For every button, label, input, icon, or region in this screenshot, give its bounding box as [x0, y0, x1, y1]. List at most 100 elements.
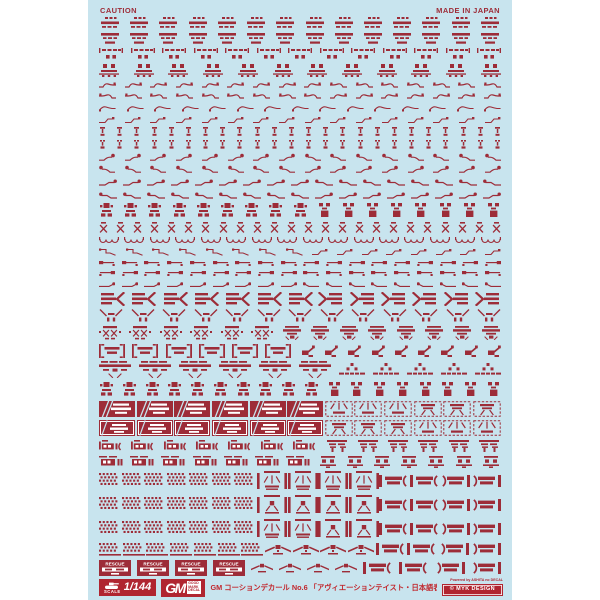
tailA-decal [167, 282, 184, 288]
wposts-decal [225, 309, 249, 322]
flagB-decal [122, 271, 138, 277]
bracketSq-decal [162, 48, 186, 59]
longSqA-decal [123, 179, 141, 186]
triText-decal [339, 363, 365, 376]
robotB-decal [391, 203, 403, 218]
tallframe-decal [318, 471, 349, 491]
flagB-decal [235, 271, 252, 277]
longSqB-decal [363, 179, 381, 186]
microA-decal [188, 17, 207, 28]
pyrText-decal [368, 326, 387, 341]
dotmat-decal [121, 473, 140, 486]
xface-decal [190, 326, 213, 340]
arrowB-decal [318, 291, 343, 306]
brText-decal [232, 343, 259, 358]
xface-decal [220, 326, 243, 340]
pinB-decal [237, 139, 243, 149]
pinA-decal [340, 127, 346, 137]
robotA-decal [148, 203, 162, 217]
wposts-decal [351, 309, 375, 322]
redbanA-decal [99, 400, 135, 417]
dotSqgl-decal [202, 166, 218, 173]
microA-decal [276, 17, 295, 28]
robotB-decal [342, 203, 354, 218]
hookS-decal [407, 116, 424, 123]
arrowB-decal [443, 291, 468, 306]
gm-logo-sub: GOOD MARK DECAL [186, 580, 202, 595]
microA-decal [363, 17, 382, 28]
pinA-decal [168, 127, 174, 137]
scallop-decal [328, 236, 349, 243]
wposts-decal [162, 309, 186, 322]
microB-decal [188, 32, 207, 44]
robotA-decal [236, 382, 250, 396]
squigS-decal [374, 106, 391, 112]
pinA-decal [220, 127, 226, 137]
sheet-footer: SCALE 1/144 GM GOOD MARK DECAL GM コーションデカー… [99, 578, 503, 597]
sqBase-decal [133, 63, 154, 77]
decal-row [99, 471, 501, 491]
longSqB-decal [459, 179, 477, 186]
pyrText-decal [396, 326, 415, 341]
flagA-decal [257, 260, 274, 266]
pinA-decal [477, 127, 483, 137]
hookS-decal [312, 249, 328, 256]
tpost-decal [327, 440, 348, 453]
flagA-decal [121, 260, 138, 266]
miniRobot-decal [373, 455, 390, 468]
brkR-decal [437, 561, 465, 574]
pinB-decal [374, 139, 380, 149]
squigS-decal [291, 106, 309, 112]
longSqA-decal [315, 192, 333, 199]
hookline-decal [99, 248, 116, 256]
sqBase-decal [203, 63, 224, 77]
xface-decal [129, 326, 152, 340]
squigR-decal [483, 82, 501, 88]
dashboxB-decal [384, 420, 412, 437]
bracketSq-decal [130, 48, 155, 59]
gm-logo: GM GOOD MARK DECAL [161, 578, 206, 597]
tailA-decal [257, 282, 274, 288]
xhat-decal [150, 221, 159, 233]
tailA-decal [235, 282, 252, 288]
hookS-decal [410, 249, 427, 256]
tailB-decal [371, 282, 388, 288]
decal-row [99, 495, 501, 515]
pinB-decal [306, 139, 312, 149]
microA-decal [305, 17, 324, 28]
obSmall-decal [130, 455, 154, 466]
squigL-decal [99, 82, 116, 88]
arrowA-decal [226, 291, 251, 306]
sqglDot-decal [227, 153, 244, 161]
bracketSq-decal [477, 48, 501, 59]
squigS-decal [456, 106, 474, 112]
decal-row [99, 420, 501, 437]
scale-icon-block: SCALE [104, 580, 121, 594]
microB-decal [422, 32, 441, 44]
microA-decal [422, 17, 441, 28]
dotSqgl-decal [356, 153, 373, 161]
robotA-decal [213, 382, 227, 396]
pinB-decal [323, 139, 329, 149]
decal-row [99, 92, 501, 100]
microB-decal [247, 32, 266, 44]
flagA-decal [416, 271, 433, 277]
squigL-decal [304, 82, 322, 88]
wposts-decal [99, 309, 123, 322]
dotSqgl-decal [99, 166, 115, 173]
robotB-decal [439, 203, 451, 218]
xhat-decal [184, 221, 193, 233]
pinA-decal [254, 127, 260, 137]
dotmat-decal [99, 473, 118, 486]
rescueBox-decal: RESCUE [175, 559, 207, 576]
decal-row [99, 382, 501, 397]
dotmat-decal [99, 520, 118, 533]
rescueBox-decal: RESCUE [99, 559, 131, 576]
caution-label: CAUTION [100, 6, 137, 15]
hookS-decal [336, 249, 353, 256]
scallop-decal [175, 236, 196, 243]
tallframe-decal [287, 518, 318, 538]
hookline-decal [232, 248, 249, 256]
pinA-decal [460, 127, 466, 137]
dotSqgl-decal [124, 166, 141, 173]
